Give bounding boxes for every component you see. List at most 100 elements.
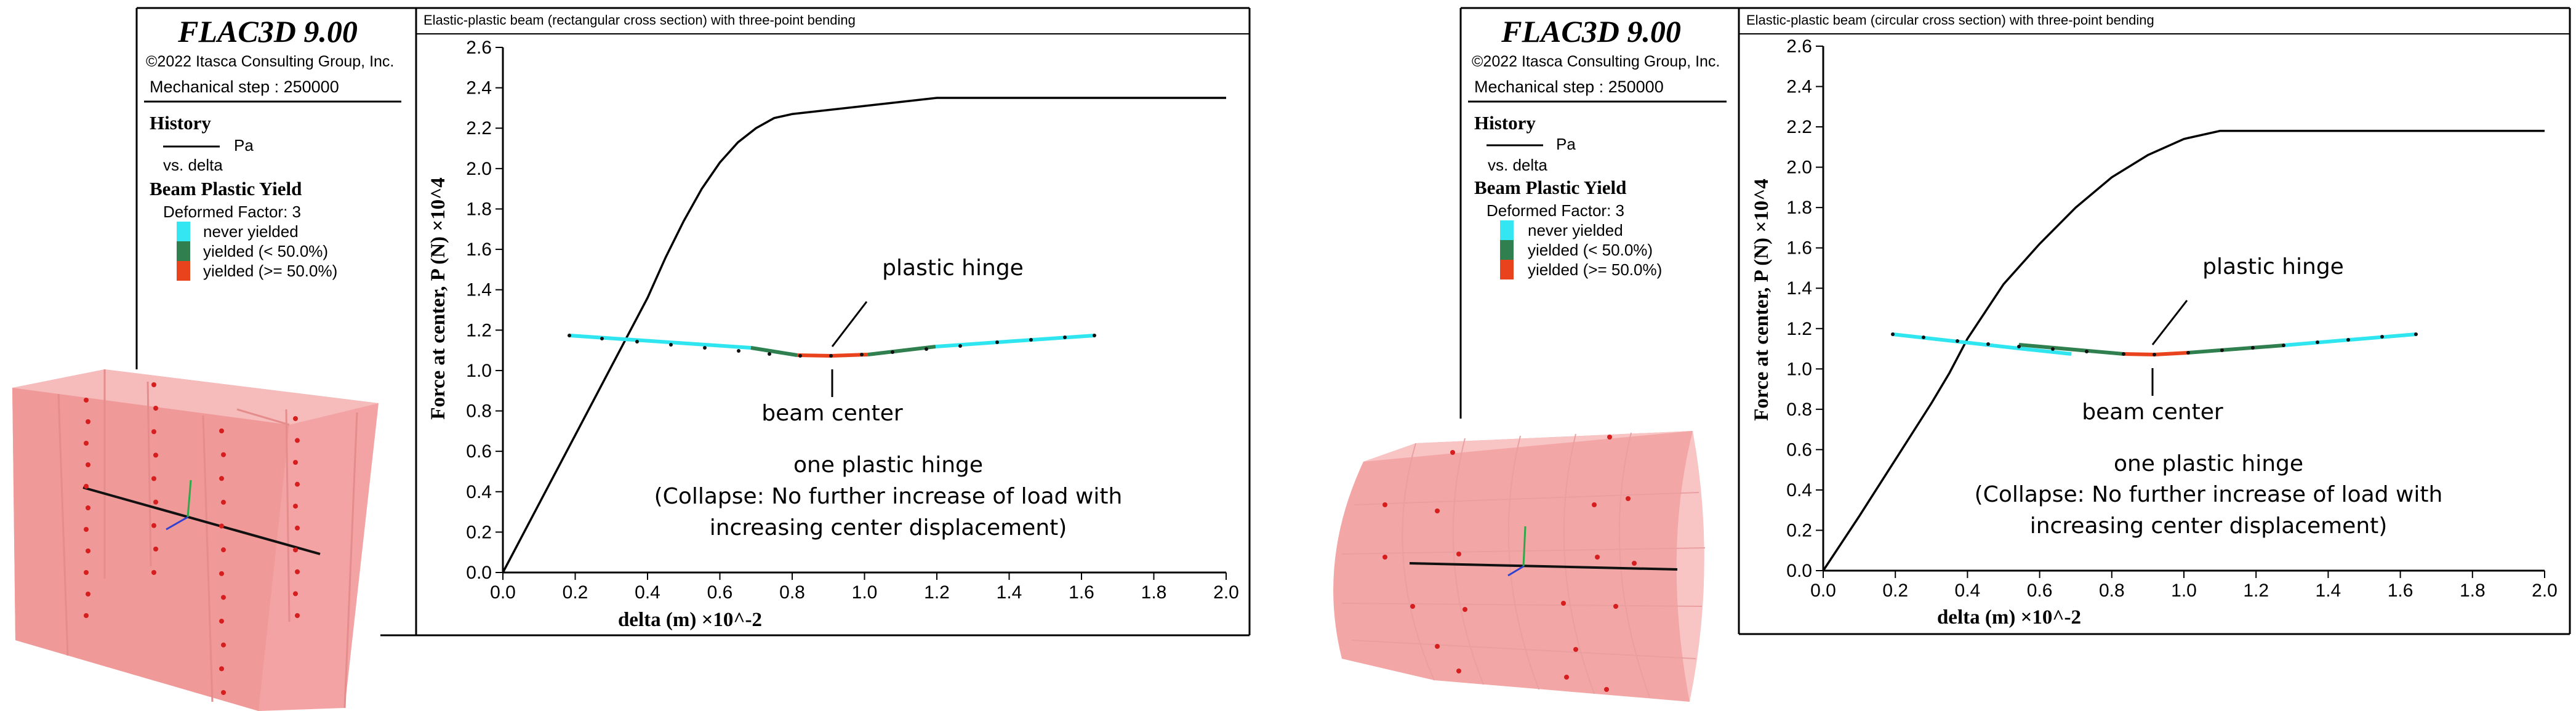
model-node-dot [84, 570, 89, 575]
model-node-dot [219, 666, 224, 672]
y-tick-label: 0.6 [466, 441, 492, 462]
yield-label-lt50: yielded (< 50.0%) [1528, 241, 1653, 259]
yield-swatch-ge50 [177, 261, 190, 281]
model-node-dot [151, 429, 156, 435]
y-tick-label: 1.4 [1786, 278, 1812, 299]
x-tick-label: 2.0 [1213, 582, 1239, 603]
model-node-dot [1450, 450, 1455, 455]
yield-swatch-lt50 [177, 241, 190, 261]
model-node-dot [151, 476, 156, 481]
model-node-dot [219, 571, 224, 576]
x-tick-label: 0.0 [490, 582, 516, 603]
model-view-rect [12, 369, 379, 711]
beam-inset: plastic hinge beam center one plastic hi… [568, 255, 1122, 540]
y-tick-label: 1.0 [1786, 359, 1812, 379]
model-node-dot [151, 382, 156, 387]
beam-segment-lt50-left [750, 346, 798, 357]
model-node-dot [86, 462, 90, 467]
yield-heading: Beam Plastic Yield [150, 178, 302, 199]
y-tick-label: 0.4 [1786, 480, 1812, 500]
model-node-dot [221, 595, 226, 600]
axis-y-3d [187, 480, 192, 518]
note-line-1: one plastic hinge [793, 452, 983, 478]
model-node-dot [1604, 687, 1609, 692]
model-node-dot [293, 547, 298, 553]
model-node-dot [295, 569, 300, 574]
model-node-dot [219, 619, 224, 624]
model-node-dot [221, 690, 226, 695]
hinge-pointer [2151, 300, 2188, 345]
x-tick-label: 1.8 [1141, 582, 1167, 603]
model-node-dot [151, 570, 156, 575]
model-node-dot [84, 441, 89, 446]
y-tick-label: 1.4 [466, 280, 492, 300]
y-tick-label: 2.2 [1786, 117, 1812, 137]
beam-segment-never-right [935, 334, 1095, 348]
deformed-factor: Deformed Factor: 3 [163, 203, 301, 221]
y-axis-label: Force at center, P (N) ×10^4 [427, 177, 449, 420]
x-tick-label: 0.6 [2027, 580, 2053, 601]
x-tick-label: 0.0 [1810, 580, 1836, 601]
model-node-dot [84, 484, 89, 489]
x-axis-label: delta (m) ×10^-2 [1937, 606, 2081, 629]
chart-title: Elastic-plastic beam (rectangular cross … [423, 12, 856, 28]
chart-title: Elastic-plastic beam (circular cross sec… [1746, 12, 2154, 28]
y-tick-label: 0.2 [466, 522, 492, 542]
yield-label-never: never yielded [203, 222, 299, 241]
yield-swatch-never [177, 222, 190, 241]
history-vs-label: vs. delta [1488, 156, 1547, 174]
y-tick-label: 0.0 [1786, 561, 1812, 581]
y-tick-label: 0.0 [466, 563, 492, 583]
beam-line-3d [82, 486, 321, 555]
x-tick-label: 1.2 [2243, 580, 2269, 601]
y-tick-label: 0.8 [466, 401, 492, 422]
model-node-dot [1456, 669, 1461, 673]
model-node-dot [151, 523, 156, 528]
model-node-dot [293, 591, 298, 597]
beam-line-3d [1409, 562, 1678, 571]
hinge-label: plastic hinge [2202, 254, 2344, 279]
cylinder-end-face [1363, 431, 1704, 702]
model-node-dot [86, 592, 90, 597]
y-tick-label: 2.4 [466, 78, 492, 98]
y-tick-label: 0.4 [466, 482, 492, 502]
history-series-label: Pa [1556, 135, 1576, 153]
y-tick-label: 1.2 [1786, 319, 1812, 339]
beam-inset: plastic hinge beam center one plastic hi… [1891, 254, 2442, 539]
x-tick-label: 2.0 [2532, 580, 2558, 601]
x-tick-label: 1.4 [997, 582, 1022, 603]
series-line [502, 97, 1226, 573]
model-node-dot [84, 527, 89, 532]
axis-z-3d [1507, 565, 1524, 577]
x-tick-label: 1.4 [2316, 580, 2341, 601]
hinge-pointer [831, 301, 868, 347]
beam-segment-never-left [1892, 332, 2072, 356]
model-node-dot [293, 416, 298, 421]
model-node-dot [221, 499, 226, 505]
model-node-dot [1626, 496, 1631, 501]
x-tick-label: 1.6 [2388, 580, 2413, 601]
x-tick-label: 1.2 [924, 582, 950, 603]
y-tick-label: 0.8 [1786, 400, 1812, 420]
yield-label-ge50: yielded (>= 50.0%) [203, 262, 337, 280]
x-tick-label: 0.8 [779, 582, 805, 603]
model-node-dot [84, 398, 89, 403]
model-node-dot [221, 452, 226, 457]
note-line-3: increasing center displacement) [2030, 513, 2388, 539]
model-view-circ [1333, 431, 1706, 702]
axis-z-3d [166, 516, 188, 531]
beam-segment-lt50-left [2018, 343, 2124, 356]
center-label: beam center [761, 401, 903, 426]
model-node-dot [1456, 552, 1461, 556]
model-node-dot [1632, 561, 1637, 566]
y-tick-label: 1.8 [1786, 198, 1812, 218]
y-tick-label: 2.0 [1786, 158, 1812, 178]
model-node-dot [1595, 555, 1600, 560]
series-line [1822, 129, 2545, 571]
yield-label-lt50: yielded (< 50.0%) [203, 242, 328, 260]
model-node-dot [153, 452, 158, 458]
history-heading: History [150, 112, 211, 134]
app-title: FLAC3D 9.00 [177, 14, 358, 49]
model-node-dot [153, 546, 158, 552]
